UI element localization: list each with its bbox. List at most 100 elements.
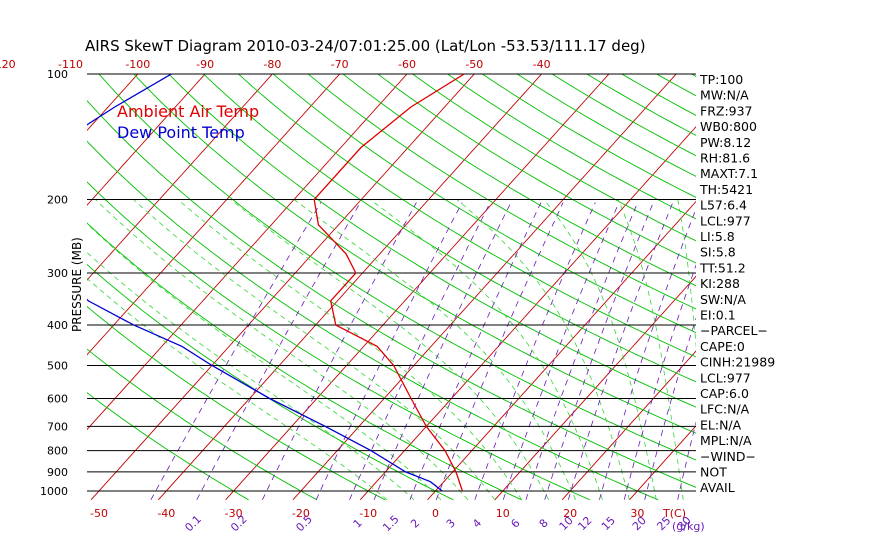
isotherm-line (87, 74, 206, 206)
mixing-ratio-tick-label: 0.1 (182, 513, 204, 535)
stability-index-label: PW:8.12 (700, 135, 751, 150)
mixing-ratio-unit: (g/kg) (672, 520, 705, 533)
isotherm-line (87, 74, 341, 356)
pressure-tick-label: 900 (47, 466, 68, 479)
stability-index-label: −WIND− (700, 449, 756, 464)
pressure-tick-label: 400 (47, 319, 68, 332)
stability-index-label: TT:51.2 (699, 260, 746, 275)
bottom-temp-tick-label: 10 (496, 507, 510, 520)
moist-adiabat-line (617, 199, 684, 500)
dry-adiabat-line (87, 263, 454, 501)
moist-adiabat-line (543, 199, 657, 500)
moist-adiabat-line (95, 199, 469, 501)
top-temp-tick-label: -120 (0, 58, 16, 71)
pressure-tick-label: 600 (47, 392, 68, 405)
mixing-ratio-tick-label: 8 (537, 516, 551, 530)
pressure-tick-label: 100 (47, 68, 68, 81)
top-temp-tick-label: -50 (465, 58, 483, 71)
mixing-ratio-tick-label: 4 (470, 516, 484, 530)
stability-index-label: −PARCEL− (700, 323, 768, 338)
isotherm-line (764, 65, 870, 500)
bottom-temp-tick-label: -30 (225, 507, 243, 520)
mixing-ratio-tick-label: 6 (508, 516, 522, 530)
mixing-ratio-line (599, 207, 696, 500)
stability-index-label: RH:81.6 (700, 151, 750, 166)
dry-adiabat-line (87, 392, 249, 501)
stability-index-label: LCL:977 (700, 370, 751, 385)
isotherm-line (157, 74, 543, 501)
moist-adiabat-line (456, 199, 630, 500)
isotherm-line (87, 74, 408, 431)
stability-index-label: MAXT:7.1 (700, 166, 758, 181)
ambient-air-temp-line (313, 74, 465, 492)
dry-adiabat-line (411, 74, 696, 242)
dew-point-temp-line (87, 74, 443, 492)
isotherm-line (0, 65, 12, 500)
stability-index-label: TH:5421 (699, 182, 753, 197)
mixing-ratio-line (435, 202, 564, 500)
stability-index-label: WB0:800 (700, 119, 757, 134)
top-temp-tick-label: -90 (196, 58, 214, 71)
stability-index-label: LCL:977 (700, 213, 751, 228)
mixing-ratio-line (544, 202, 654, 500)
moist-adiabat-line (87, 251, 415, 501)
stability-index-label: KI:288 (700, 276, 740, 291)
dry-adiabat-line (377, 74, 696, 264)
bottom-temp-tick-label: -10 (359, 507, 377, 520)
top-temp-tick-label: -80 (263, 58, 281, 71)
stability-index-label: AVAIL (700, 480, 735, 495)
dry-adiabat-line (481, 74, 696, 198)
stability-index-label: SI:5.8 (700, 245, 736, 260)
mixing-ratio-line (502, 202, 620, 500)
pressure-tick-label: 300 (47, 267, 68, 280)
dry-adiabat-line (237, 74, 696, 358)
bottom-temp-tick-label: -20 (292, 507, 310, 520)
mixing-ratio-line (525, 202, 639, 500)
stability-index-label: EI:0.1 (700, 308, 736, 323)
stability-index-label: LFC:N/A (700, 402, 750, 417)
dry-adiabat-line (87, 222, 522, 501)
isotherm-line (292, 74, 677, 501)
dry-adiabat-line (778, 65, 870, 500)
isotherm-line (359, 126, 696, 501)
dry-adiabat-line (744, 65, 870, 500)
pressure-tick-label: 1000 (40, 485, 68, 498)
mixing-ratio-line (196, 202, 361, 500)
mixing-ratio-line (349, 202, 491, 500)
dry-adiabat-line (87, 305, 386, 501)
legend-dew-point-temp: Dew Point Temp (117, 123, 245, 142)
mixing-ratio-line (644, 317, 696, 500)
dry-adiabat-line (168, 74, 696, 408)
moist-adiabat-line (177, 199, 523, 501)
mixing-ratio-tick-label: 12 (575, 514, 594, 533)
isobar-layer (87, 73, 696, 492)
dry-adiabat-line (272, 74, 696, 334)
stability-index-label: MPL:N/A (700, 433, 752, 448)
stability-index-label: SW:N/A (700, 292, 746, 307)
mixing-ratio-line (567, 202, 674, 500)
dry-adiabat-line (202, 74, 696, 383)
bottom-temp-tick-label: 30 (630, 507, 644, 520)
moist-adiabat-line (133, 199, 496, 501)
top-temp-tick-label: -100 (125, 58, 150, 71)
stability-index-label: CINH:21989 (700, 355, 775, 370)
top-temp-tick-label: -110 (58, 58, 83, 71)
legend-ambient-air-temp: Ambient Air Temp (117, 102, 259, 121)
grid-layer (0, 65, 870, 501)
isotherm-line (427, 200, 696, 501)
dry-adiabat-line (446, 74, 696, 220)
dry-adiabat-line (516, 74, 696, 177)
isotherm-line (629, 425, 696, 501)
dry-adiabat-line (98, 74, 696, 461)
pressure-tick-label: 200 (47, 194, 68, 207)
top-temp-tick-label: -60 (398, 58, 416, 71)
pressure-tick-label: 700 (47, 420, 68, 433)
mixing-ratio-line (315, 202, 463, 500)
mixing-ratio-line (623, 264, 696, 500)
dry-adiabat-line (87, 348, 318, 501)
stability-index-label: TP:100 (699, 72, 743, 87)
bottom-temp-unit: T(C) (662, 507, 686, 520)
dry-adiabat-line (342, 74, 696, 287)
top-temp-tick-label: -40 (533, 58, 551, 71)
